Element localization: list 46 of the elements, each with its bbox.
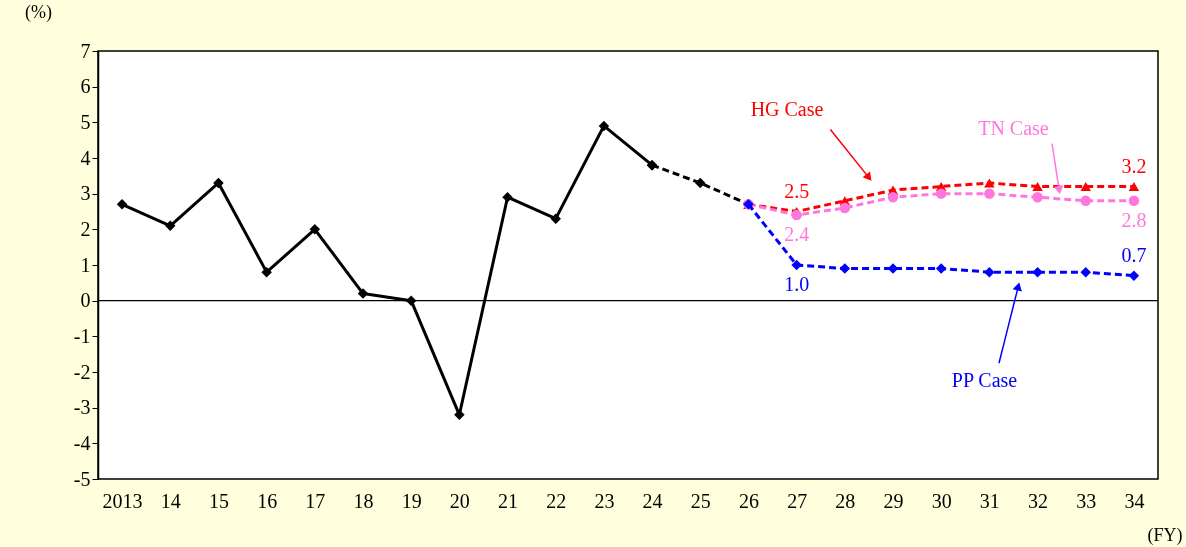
x-tick-label: 26: [738, 489, 759, 512]
y-tick-label: 5: [80, 110, 91, 133]
data-label: 3.2: [1121, 154, 1147, 177]
data-label: 1.0: [784, 273, 810, 295]
x-tick-label: 24: [642, 489, 663, 512]
y-tick-label: 1: [80, 253, 91, 276]
x-tick-label: 16: [257, 489, 278, 512]
y-tick-label: -1: [73, 324, 91, 347]
text: HG Case: [750, 97, 824, 120]
y-tick-label: 3: [80, 182, 91, 205]
x-tick-label: 32: [1028, 489, 1049, 512]
y-tick-label: -3: [73, 396, 91, 419]
x-tick-label: 25: [690, 489, 711, 512]
text: PP Case: [951, 368, 1018, 391]
data-label: 2.5: [784, 179, 810, 202]
x-tick-label: 22: [546, 489, 567, 512]
data-label: 2.4: [784, 223, 810, 246]
y-axis-title: (%): [25, 1, 52, 23]
x-tick-label: 23: [594, 489, 615, 512]
y-tick-label: 0: [80, 289, 91, 312]
x-axis-title: (FY): [1147, 524, 1183, 546]
text: TN Case: [978, 117, 1049, 140]
x-tick-label: 29: [883, 489, 904, 512]
y-tick-label: -4: [73, 431, 91, 454]
x-tick-label: 21: [498, 489, 519, 512]
y-tick-label: 2: [80, 217, 91, 240]
x-tick-label: 20: [449, 489, 470, 512]
x-tick-label: 18: [353, 489, 374, 512]
x-tick-label: 30: [931, 489, 952, 512]
x-tick-label: 14: [160, 489, 181, 512]
y-tick-label: 7: [80, 39, 91, 62]
x-tick-label: 27: [787, 489, 808, 512]
x-tick-label: 15: [208, 489, 229, 512]
x-tick-label: 2013: [102, 489, 143, 512]
y-tick-label: -5: [73, 467, 91, 490]
x-tick-label: 28: [835, 489, 856, 512]
x-tick-label: 17: [305, 489, 326, 512]
y-tick-label: 4: [80, 146, 91, 169]
x-tick-label: 19: [401, 489, 422, 512]
data-label: 2.8: [1121, 208, 1147, 231]
x-tick-label: 34: [1124, 489, 1145, 512]
y-tick-label: -2: [73, 360, 91, 383]
x-tick-label: 31: [979, 489, 1000, 512]
data-label: 0.7: [1121, 243, 1147, 266]
y-tick-label: 6: [80, 75, 91, 98]
x-tick-label: 33: [1076, 489, 1097, 512]
